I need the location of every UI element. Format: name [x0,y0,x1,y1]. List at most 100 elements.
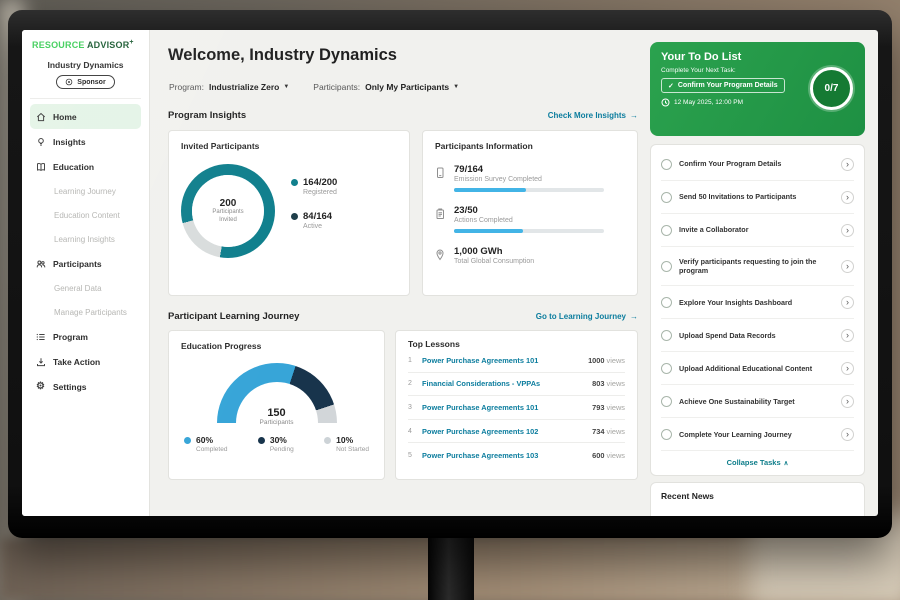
program-insights-header: Program Insights Check More Insights → [168,110,638,121]
task-checkbox[interactable] [661,428,672,440]
sponsor-icon [66,78,73,86]
task-checkbox[interactable] [661,296,672,308]
task-chevron-icon[interactable]: › [841,427,854,441]
lesson-views: 734 views [592,426,625,436]
check-more-insights-link[interactable]: Check More Insights → [548,111,638,120]
task-row[interactable]: Verify participants requesting to join t… [661,247,854,287]
task-row[interactable]: Confirm Your Program Details › [661,148,854,181]
progress-bar-fill [454,188,526,192]
task-chevron-icon[interactable]: › [841,157,854,171]
task-row[interactable]: Invite a Collaborator › [661,214,854,247]
legend-dot [184,436,191,444]
legend-item: 10% Not Started [324,435,369,453]
nav-label: Participants [53,258,102,269]
task-row[interactable]: Upload Spend Data Records › [661,319,854,353]
task-row[interactable]: Achieve One Sustainability Target › [661,385,854,419]
invited-legend: 164/200 Registered 84/164 Active [291,177,337,245]
task-checkbox[interactable] [661,191,672,203]
card-title: Participants Information [435,141,533,151]
task-row[interactable]: Complete Your Learning Journey › [661,418,854,452]
gauge-arc [216,363,337,423]
nav-label: Insights [53,136,86,147]
lesson-link[interactable]: Power Purchase Agreements 101 [422,355,539,365]
book-icon [36,162,47,172]
todo-summary-card: Your To Do List Complete Your Next Task:… [650,42,865,136]
task-label: Explore Your Insights Dashboard [679,297,793,307]
participants-information-card: Participants Information 79/164 Emission… [422,130,638,296]
sidebar-item-take-action[interactable]: Take Action [30,349,141,374]
next-task-label: Confirm Your Program Details [677,82,778,89]
sidebar-item-program[interactable]: Program [30,324,141,349]
legend-item: 84/164 Active [291,211,337,230]
task-checkbox[interactable] [661,158,672,170]
task-checkbox[interactable] [661,329,672,341]
sidebar-item-education[interactable]: Education [30,154,141,179]
org-name: Industry Dynamics [47,60,124,70]
invited-donut-chart: 200 Participants Invited [181,164,275,258]
next-task-button[interactable]: ✓ Confirm Your Program Details [661,78,785,93]
brand-plus: + [129,39,134,46]
task-checkbox[interactable] [661,224,672,236]
task-row[interactable]: Send 50 Invitations to Participants › [661,181,854,214]
task-chevron-icon[interactable]: › [841,223,854,237]
task-label: Upload Spend Data Records [679,330,776,340]
info-value: 1,000 GWh [454,246,503,257]
people-icon [36,259,47,269]
sidebar-item-home[interactable]: Home [30,104,141,129]
sidebar-item-learning-journey[interactable]: Learning Journey [30,179,141,203]
todo-progress-ring: 0/7 [810,67,853,110]
bulb-icon [36,137,47,147]
info-label: Emission Survey Completed [454,176,542,183]
sidebar-item-participants[interactable]: Participants [30,251,141,276]
lesson-views: 793 views [592,402,625,412]
task-row[interactable]: Upload Additional Educational Content › [661,352,854,386]
sidebar-item-settings[interactable]: ⚙ Settings [30,374,141,399]
nav-label: Learning Insights [54,234,115,244]
sidebar-item-manage-participants[interactable]: Manage Participants [30,300,141,324]
lesson-link[interactable]: Power Purchase Agreements 103 [422,450,539,460]
monitor-stand [428,536,474,600]
todo-list-card: Confirm Your Program Details › Send 50 I… [650,144,865,476]
collapse-tasks-link[interactable]: Collapse Tasks ∧ [661,451,854,471]
task-checkbox[interactable] [661,395,672,407]
program-select[interactable]: Program: Industrialize Zero ▼ [169,82,289,92]
sidebar-item-insights[interactable]: Insights [30,129,141,154]
participants-select[interactable]: Participants: Only My Participants ▼ [313,82,459,92]
go-to-learning-journey-link[interactable]: Go to Learning Journey → [536,312,638,321]
arrow-right-icon: → [630,111,638,120]
sidebar-item-learning-insights[interactable]: Learning Insights [30,227,141,251]
lesson-link[interactable]: Power Purchase Agreements 101 [422,402,539,412]
info-label: Actions Completed [454,217,513,224]
task-row[interactable]: Explore Your Insights Dashboard › [661,286,854,320]
due-date-label: 12 May 2025, 12:00 PM [674,99,744,106]
info-row: 1,000 GWh Total Global Consumption [435,246,625,266]
legend-label: Pending [269,446,294,453]
lesson-views: 1000 views [588,355,625,365]
clock-icon [661,98,670,107]
task-checkbox[interactable] [661,260,672,272]
legend-item: 60% Completed [184,435,227,453]
recent-news-title: Recent News [661,491,714,501]
legend-dot [291,213,298,220]
brand-logo: RESOURCE ADVISOR+ [30,39,141,50]
sidebar-item-education-content[interactable]: Education Content [30,203,141,227]
task-chevron-icon[interactable]: › [841,190,854,204]
lesson-link[interactable]: Power Purchase Agreements 102 [422,426,539,436]
nav-label: Take Action [53,356,101,367]
task-checkbox[interactable] [661,362,672,374]
task-chevron-icon[interactable]: › [841,259,854,273]
nav-label: Manage Participants [54,307,127,317]
arrow-right-icon: → [630,312,638,321]
education-progress-card: Education Progress 150 Participants [168,330,385,480]
section-title: Program Insights [168,110,247,121]
task-chevron-icon[interactable]: › [841,295,854,309]
task-chevron-icon[interactable]: › [841,328,854,342]
task-chevron-icon[interactable]: › [841,394,854,408]
sidebar-item-general-data[interactable]: General Data [30,276,141,300]
lesson-link[interactable]: Financial Considerations - VPPAs [422,379,541,389]
info-value: 23/50 [454,205,478,216]
top-lessons-card: Top Lessons 1 Power Purchase Agreements … [395,330,638,480]
section-title: Participant Learning Journey [168,311,300,322]
legend-item: 30% Pending [257,435,294,453]
task-chevron-icon[interactable]: › [841,361,854,375]
